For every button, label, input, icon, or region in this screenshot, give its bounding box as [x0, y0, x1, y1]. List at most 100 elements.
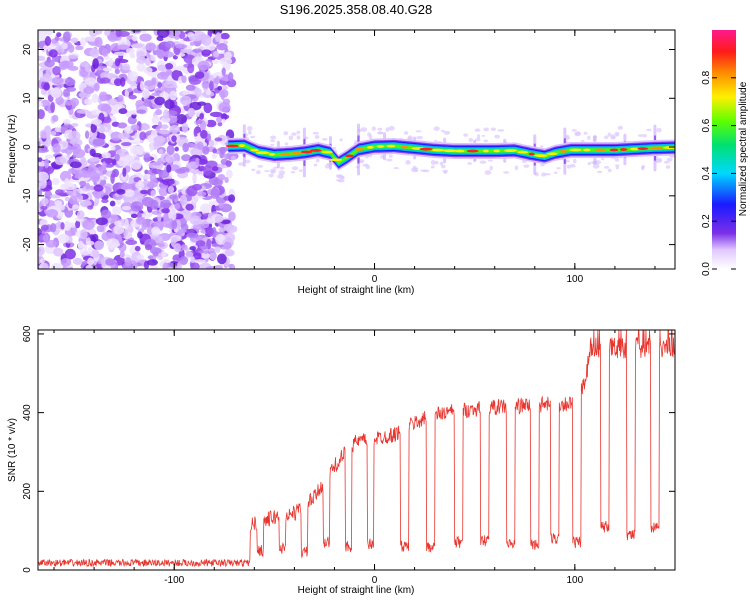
noise-blob: [101, 198, 109, 204]
halo-speck: [607, 168, 612, 173]
noise-blob: [212, 148, 217, 154]
colorbar-tick-label: 0.4: [701, 166, 712, 180]
halo-speck: [377, 127, 383, 131]
halo-speck: [556, 167, 561, 170]
halo-speck: [607, 132, 611, 137]
ridge-hotspot: [454, 149, 465, 153]
halo-speck: [569, 163, 576, 168]
halo-speck: [484, 170, 492, 175]
noise-blob: [115, 30, 122, 38]
noise-blob: [130, 201, 144, 212]
noise-blob: [217, 173, 226, 181]
noise-blob: [92, 189, 105, 199]
noise-blob: [197, 60, 210, 71]
noise-blob: [92, 138, 105, 147]
noise-blob: [152, 251, 159, 257]
noise-blob: [173, 242, 182, 253]
halo-speck: [656, 127, 662, 133]
noise-blob: [203, 102, 213, 114]
halo-speck: [433, 126, 440, 131]
noise-blob: [54, 36, 60, 41]
ridge-hotspot: [386, 144, 396, 148]
noise-blob: [76, 109, 90, 114]
ridge-hotspot: [291, 151, 303, 155]
noise-blob: [105, 258, 116, 266]
snr-xlabel: Height of straight line (km): [298, 585, 415, 596]
noise-blob: [38, 101, 44, 107]
noise-blob: [97, 103, 111, 112]
ridge-hotspot: [630, 147, 640, 151]
snr-frame: [37, 329, 676, 571]
halo-speck: [250, 135, 256, 139]
noise-blob: [217, 85, 223, 91]
halo-speck: [440, 129, 445, 133]
noise-blob: [214, 246, 221, 253]
signal-ridge: [225, 123, 675, 183]
noise-blob: [199, 203, 212, 214]
colorbar-tick-label: 0.0: [701, 262, 712, 276]
halo-speck: [312, 131, 320, 135]
halo-speck: [540, 145, 544, 148]
spectrogram-y-tick-label: 0: [22, 144, 33, 150]
noise-blob: [38, 227, 42, 237]
noise-blob: [43, 82, 50, 91]
noise-blob: [155, 108, 163, 116]
noise-blob: [180, 244, 188, 251]
halo-speck: [244, 159, 251, 164]
noise-blob: [181, 122, 189, 134]
halo-speck: [479, 160, 487, 164]
noise-blob: [218, 89, 229, 98]
halo-speck: [283, 131, 289, 136]
noise-blob: [44, 154, 54, 159]
noise-blob: [107, 98, 118, 106]
halo-speck: [490, 127, 497, 132]
halo-speck: [553, 171, 558, 175]
noise-blob: [136, 254, 145, 260]
noise-blob: [117, 94, 124, 102]
noise-blob: [38, 109, 45, 120]
noise-blob: [64, 182, 76, 191]
noise-blob: [112, 168, 120, 178]
ridge-hotspot: [534, 154, 548, 158]
noise-blob: [139, 123, 151, 131]
ridge-hotspot: [268, 153, 276, 156]
noise-blob: [227, 72, 234, 82]
noise-blob: [130, 159, 142, 170]
noise-blob: [195, 157, 200, 166]
colorbar: 0.0 0.2 0.4 0.6 0.8 Normalized spectral ampl…: [701, 30, 749, 276]
ridge-hotspot: [354, 147, 365, 151]
noise-blob: [185, 203, 194, 211]
halo-speck: [284, 142, 289, 146]
noise-blob: [87, 205, 94, 210]
ridge-hotspot: [443, 149, 457, 153]
noise-blob: [99, 175, 105, 180]
halo-speck: [481, 134, 485, 137]
noise-blob: [151, 161, 162, 166]
noise-blob: [40, 197, 49, 206]
noise-blob: [189, 35, 202, 42]
colorbar-ticks: 0.0 0.2 0.4 0.6 0.8: [701, 70, 736, 276]
noise-blob: [150, 54, 156, 62]
noise-blob: [74, 173, 82, 179]
noise-blob: [200, 129, 208, 139]
noise-blob: [223, 51, 232, 61]
noise-blob: [85, 237, 91, 246]
snr-x-tick-label: -100: [164, 575, 184, 586]
noise-blob: [189, 246, 197, 251]
spectrogram-ylabel: Frequency (Hz): [7, 115, 18, 184]
noise-blob: [223, 153, 229, 160]
noise-blob: [198, 158, 208, 165]
noise-blob: [62, 88, 70, 97]
noise-blob: [68, 54, 79, 59]
snr-y-tick-label: 400: [22, 404, 33, 421]
noise-blob: [75, 220, 81, 229]
noise-blob: [169, 90, 178, 101]
noise-blob: [157, 213, 162, 222]
halo-speck: [646, 128, 652, 132]
halo-speck: [360, 127, 368, 132]
noise-blob: [158, 169, 170, 179]
noise-blob: [70, 37, 79, 44]
halo-speck: [270, 139, 275, 143]
noise-blob: [192, 174, 197, 183]
